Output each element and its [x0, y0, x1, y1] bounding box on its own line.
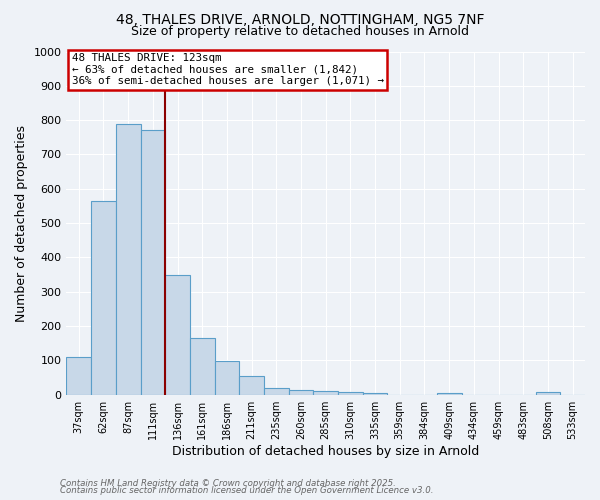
- Bar: [313, 392, 338, 394]
- Text: Contains HM Land Registry data © Crown copyright and database right 2025.: Contains HM Land Registry data © Crown c…: [60, 478, 396, 488]
- Bar: [165, 274, 190, 394]
- Bar: [116, 124, 140, 394]
- Bar: [91, 201, 116, 394]
- Text: Contains public sector information licensed under the Open Government Licence v3: Contains public sector information licen…: [60, 486, 433, 495]
- Bar: [190, 338, 215, 394]
- Text: 48 THALES DRIVE: 123sqm
← 63% of detached houses are smaller (1,842)
36% of semi: 48 THALES DRIVE: 123sqm ← 63% of detache…: [71, 53, 383, 86]
- Y-axis label: Number of detached properties: Number of detached properties: [15, 124, 28, 322]
- Bar: [239, 376, 264, 394]
- Bar: [215, 362, 239, 394]
- Bar: [67, 357, 91, 395]
- Bar: [338, 392, 363, 394]
- Bar: [363, 393, 388, 394]
- Bar: [140, 130, 165, 394]
- Bar: [289, 390, 313, 394]
- X-axis label: Distribution of detached houses by size in Arnold: Distribution of detached houses by size …: [172, 444, 479, 458]
- Text: Size of property relative to detached houses in Arnold: Size of property relative to detached ho…: [131, 25, 469, 38]
- Bar: [437, 393, 461, 394]
- Bar: [536, 392, 560, 394]
- Bar: [264, 388, 289, 394]
- Text: 48, THALES DRIVE, ARNOLD, NOTTINGHAM, NG5 7NF: 48, THALES DRIVE, ARNOLD, NOTTINGHAM, NG…: [116, 12, 484, 26]
